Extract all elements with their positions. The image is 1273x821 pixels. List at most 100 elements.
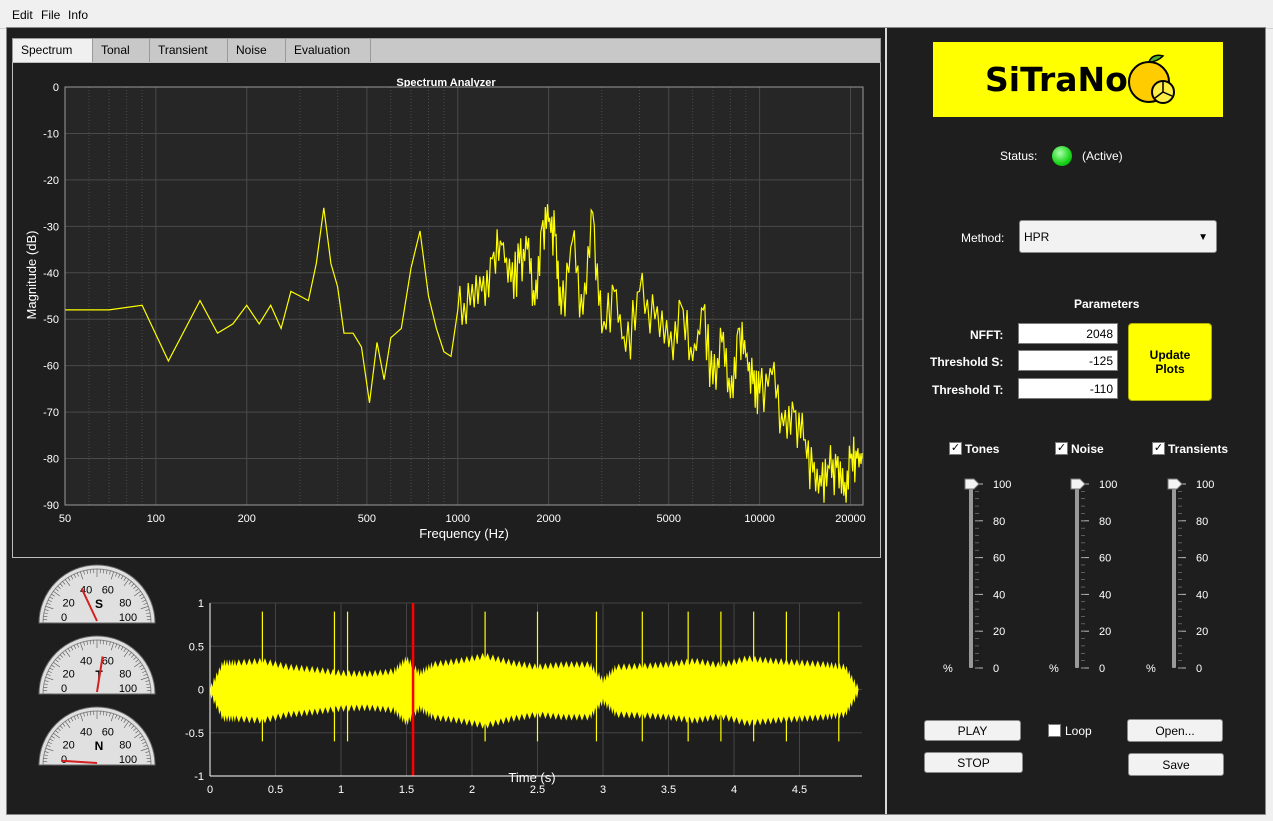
threshold-t-input[interactable]: -110 bbox=[1018, 378, 1118, 399]
gauge-tick: 20 bbox=[63, 739, 75, 751]
tab-tonal[interactable]: Tonal bbox=[93, 39, 150, 62]
gauge-label: N bbox=[95, 739, 104, 753]
gauge-needle bbox=[61, 759, 98, 764]
spectrum-ylabel: Magnitude (dB) bbox=[24, 231, 39, 320]
spectrum-xtick: 50 bbox=[59, 513, 71, 525]
spectrum-plot-area bbox=[65, 87, 863, 505]
spectrum-ytick: -70 bbox=[43, 407, 59, 419]
stop-button[interactable]: STOP bbox=[924, 752, 1023, 773]
waveform-xtick: 0 bbox=[207, 784, 213, 796]
slider-tick: 40 bbox=[1196, 589, 1208, 601]
transients-checkbox[interactable]: ✓ bbox=[1152, 442, 1165, 455]
waveform-ytick: -0.5 bbox=[185, 728, 204, 740]
slider-tick: 0 bbox=[993, 663, 999, 675]
slider-tick: 20 bbox=[1196, 626, 1208, 638]
level-sliders[interactable]: 100 80 60 40 20 0% 100 80 60 40 20 0% 100 80 60 40 20 0% bbox=[887, 468, 1265, 688]
slider-tick: 80 bbox=[1196, 516, 1208, 528]
save-button[interactable]: Save bbox=[1128, 753, 1224, 776]
waveform-ytick: 0 bbox=[198, 685, 204, 697]
spectrum-ytick: -20 bbox=[43, 175, 59, 187]
gauge-group: 020406080100S020406080100T020406080100N bbox=[38, 564, 156, 766]
waveform-xtick: 3.5 bbox=[661, 784, 676, 796]
waveform-xtick: 3 bbox=[600, 784, 606, 796]
gauge-tick: 80 bbox=[119, 597, 131, 609]
slider-tick: 40 bbox=[1099, 589, 1111, 601]
spectrum-ytick: -60 bbox=[43, 361, 59, 373]
spectrum-xtick: 5000 bbox=[657, 513, 681, 525]
spectrum-ytick: -80 bbox=[43, 454, 59, 466]
gauge-tick: 60 bbox=[102, 727, 114, 739]
waveform-chart[interactable]: 10.50-0.5-10 0.5 1 1.5 2 2.5 3 3.5 4 4.5 Time (s) bbox=[182, 568, 862, 798]
menu-bar: Edit File Info bbox=[0, 0, 1273, 29]
spectrum-ytick: -40 bbox=[43, 268, 59, 280]
spectrum-xtick: 500 bbox=[358, 513, 376, 525]
spectrum-xtick: 10000 bbox=[744, 513, 775, 525]
spectrum-xtick: 1000 bbox=[446, 513, 470, 525]
transients-label: Transients bbox=[1168, 442, 1229, 456]
slider-tick: 20 bbox=[993, 626, 1005, 638]
menu-info[interactable]: Info bbox=[68, 8, 89, 22]
open-button[interactable]: Open... bbox=[1127, 719, 1223, 742]
slider-tones[interactable]: 100 80 60 40 20 0% bbox=[943, 478, 1011, 675]
parameters-title: Parameters bbox=[1074, 297, 1140, 311]
slider-tick: 0 bbox=[1196, 663, 1202, 675]
gauge-tick: 100 bbox=[119, 683, 137, 695]
waveform-xtick: 4.5 bbox=[792, 784, 807, 796]
slider-thumb[interactable] bbox=[964, 478, 980, 490]
sitrano-logo: SiTraNo bbox=[933, 42, 1223, 117]
spectrum-ytick: -10 bbox=[43, 128, 59, 140]
tones-checkbox[interactable]: ✓ bbox=[949, 442, 962, 455]
play-button[interactable]: PLAY bbox=[924, 720, 1021, 741]
update-plots-button[interactable]: Update Plots bbox=[1128, 323, 1212, 401]
gauge-needle bbox=[96, 656, 104, 693]
tab-evaluation[interactable]: Evaluation bbox=[286, 39, 371, 62]
spectrum-line bbox=[65, 204, 864, 503]
spectrum-ytick: 0 bbox=[53, 82, 59, 94]
tab-transient[interactable]: Transient bbox=[150, 39, 228, 62]
threshold-s-input[interactable]: -125 bbox=[1018, 350, 1118, 371]
menu-edit[interactable]: Edit bbox=[12, 8, 33, 22]
slider-tick: 60 bbox=[1099, 553, 1111, 565]
orange-icon bbox=[1128, 54, 1175, 104]
nfft-input[interactable]: 2048 bbox=[1018, 323, 1118, 344]
slider-noise[interactable]: 100 80 60 40 20 0% bbox=[1049, 478, 1117, 675]
spectrum-title: Spectrum Analyzer bbox=[396, 77, 496, 89]
nfft-label: NFFT: bbox=[970, 328, 1004, 342]
right-panel: SiTraNo Status: (Active) Method: HPR ▼ P… bbox=[887, 28, 1265, 814]
spectrum-xtick: 200 bbox=[238, 513, 256, 525]
tab-noise[interactable]: Noise bbox=[228, 39, 286, 62]
spectrum-axes-box bbox=[64, 86, 864, 506]
waveform-ytick: -1 bbox=[194, 771, 204, 783]
slider-tick: 0 bbox=[1099, 663, 1105, 675]
slider-tick: 100 bbox=[1196, 479, 1214, 491]
left-panel: Spectrum Tonal Transient Noise Evaluatio… bbox=[7, 28, 885, 814]
loop-checkbox[interactable] bbox=[1048, 724, 1061, 737]
spectrum-xtick: 2000 bbox=[536, 513, 560, 525]
tab-spectrum[interactable]: Spectrum bbox=[13, 39, 93, 62]
gauge-tick: 100 bbox=[119, 754, 137, 766]
threshold-s-label: Threshold S: bbox=[930, 355, 1004, 369]
gauge-tick: 100 bbox=[119, 612, 137, 624]
slider-transients[interactable]: 100 80 60 40 20 0% bbox=[1146, 478, 1214, 675]
slider-thumb[interactable] bbox=[1167, 478, 1183, 490]
gauge-tick: 20 bbox=[63, 597, 75, 609]
slider-tick: 60 bbox=[1196, 553, 1208, 565]
slider-thumb[interactable] bbox=[1070, 478, 1086, 490]
method-dropdown[interactable]: HPR ▼ bbox=[1019, 220, 1217, 253]
waveform-xtick: 4 bbox=[731, 784, 737, 796]
waveform-ytick: 1 bbox=[198, 598, 204, 610]
percent-label: % bbox=[943, 663, 953, 675]
spectrum-ytick: -30 bbox=[43, 221, 59, 233]
slider-tick: 80 bbox=[1099, 516, 1111, 528]
slider-tick: 80 bbox=[993, 516, 1005, 528]
gauge-tick: 80 bbox=[119, 739, 131, 751]
status-value: (Active) bbox=[1082, 149, 1123, 163]
spectrum-chart[interactable]: Spectrum Analyzer Magnitude (dB) Frequen… bbox=[13, 63, 880, 557]
waveform-ytick: 0.5 bbox=[189, 641, 204, 653]
spectrum-xtick: 100 bbox=[147, 513, 165, 525]
menu-file[interactable]: File bbox=[41, 8, 61, 22]
noise-checkbox[interactable]: ✓ bbox=[1055, 442, 1068, 455]
loop-label: Loop bbox=[1065, 724, 1092, 738]
